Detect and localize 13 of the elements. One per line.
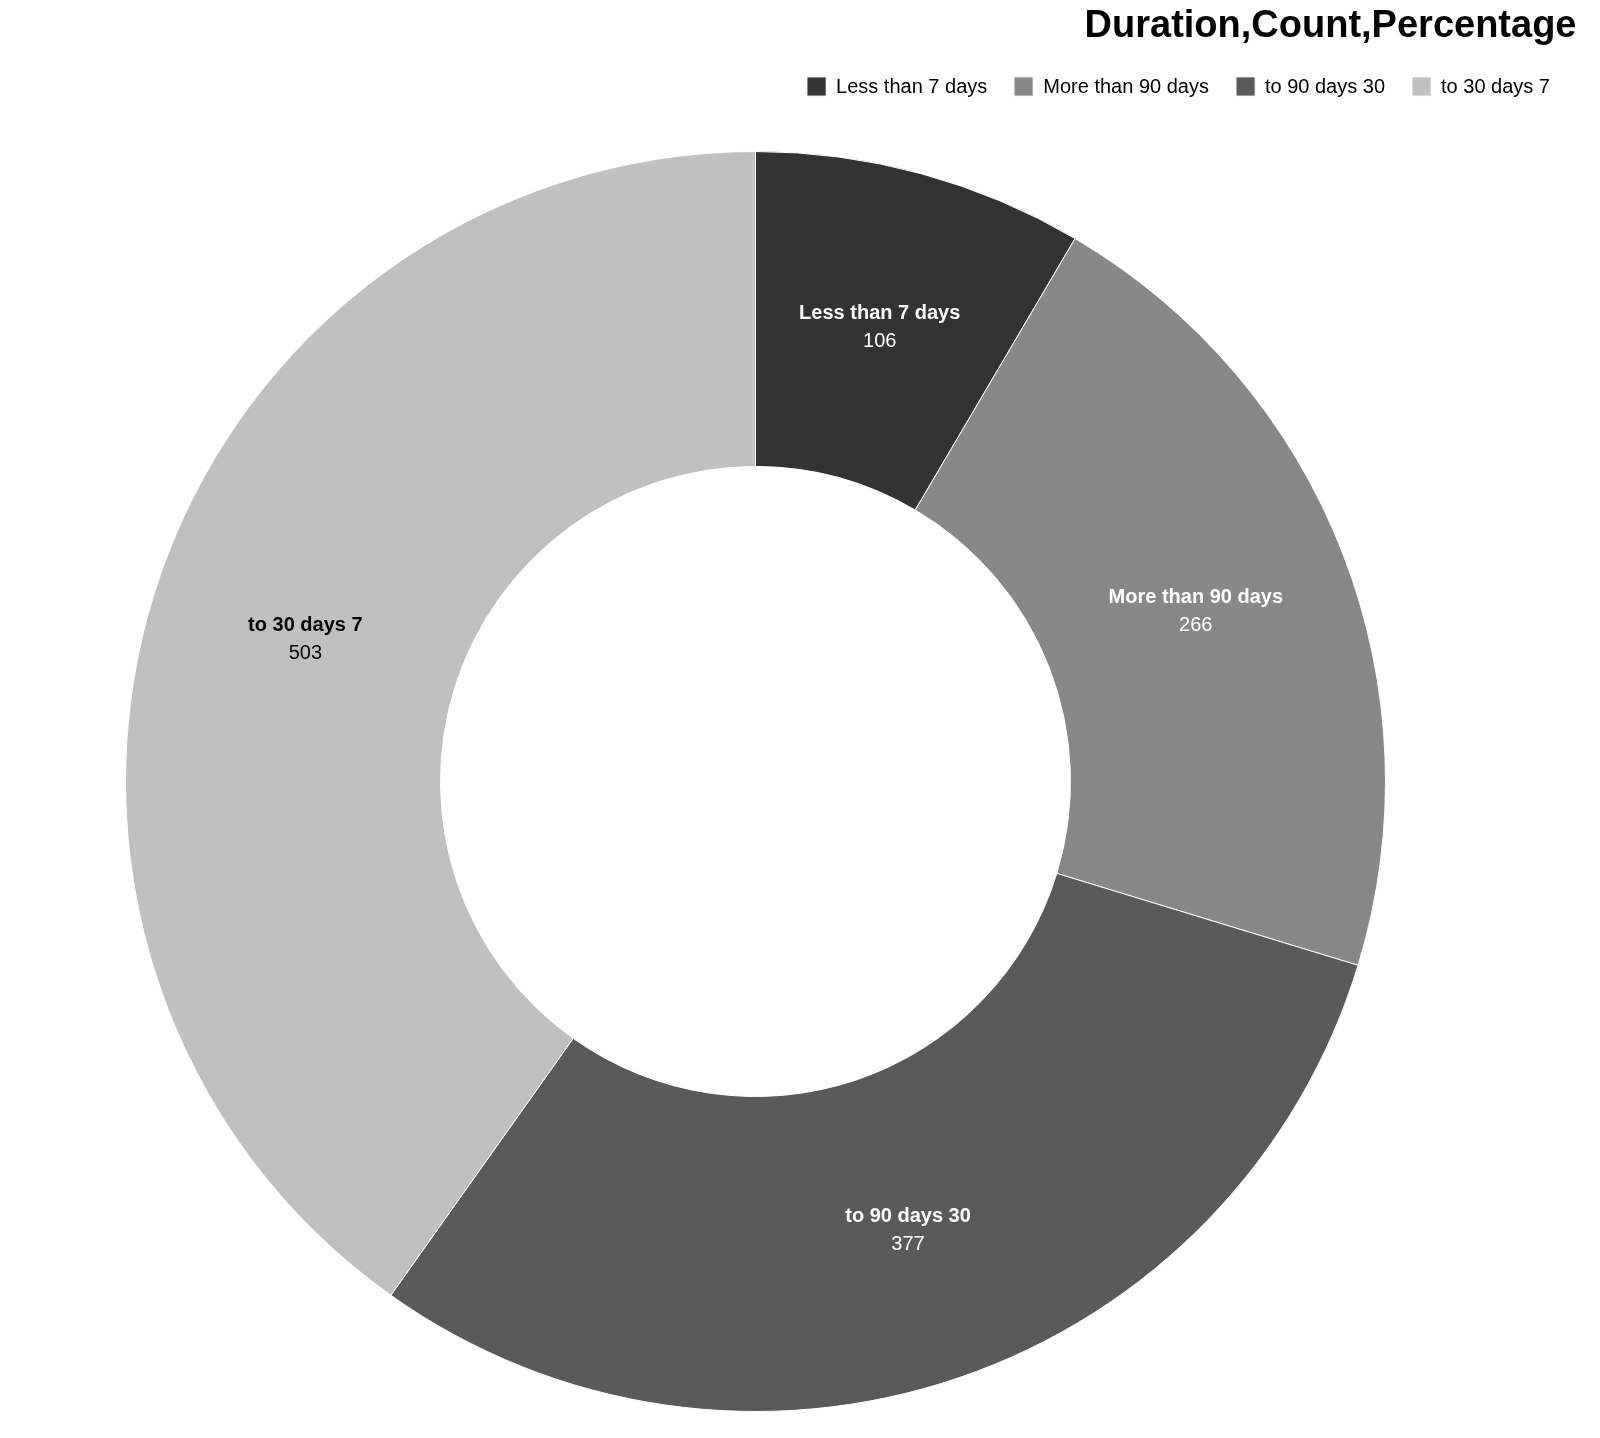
data-label: 106	[863, 328, 897, 351]
slice-label: to 90 days 30	[845, 1203, 971, 1226]
data-label: 377	[891, 1231, 925, 1254]
legend-label: More than 90 days	[1043, 74, 1209, 98]
chart-title: Duration,Count,Percentage	[1084, 2, 1577, 45]
slice-label: to 30 days 7	[248, 612, 363, 635]
data-label: 266	[1179, 613, 1213, 636]
legend-label: to 30 days 7	[1441, 74, 1550, 98]
legend-label: to 90 days 30	[1264, 74, 1386, 98]
slice-label: Less than 7 days	[799, 300, 961, 323]
legend-label: Less than 7 days	[836, 74, 988, 98]
data-label: 503	[288, 640, 323, 663]
slice-label: More than 90 days	[1108, 585, 1284, 608]
